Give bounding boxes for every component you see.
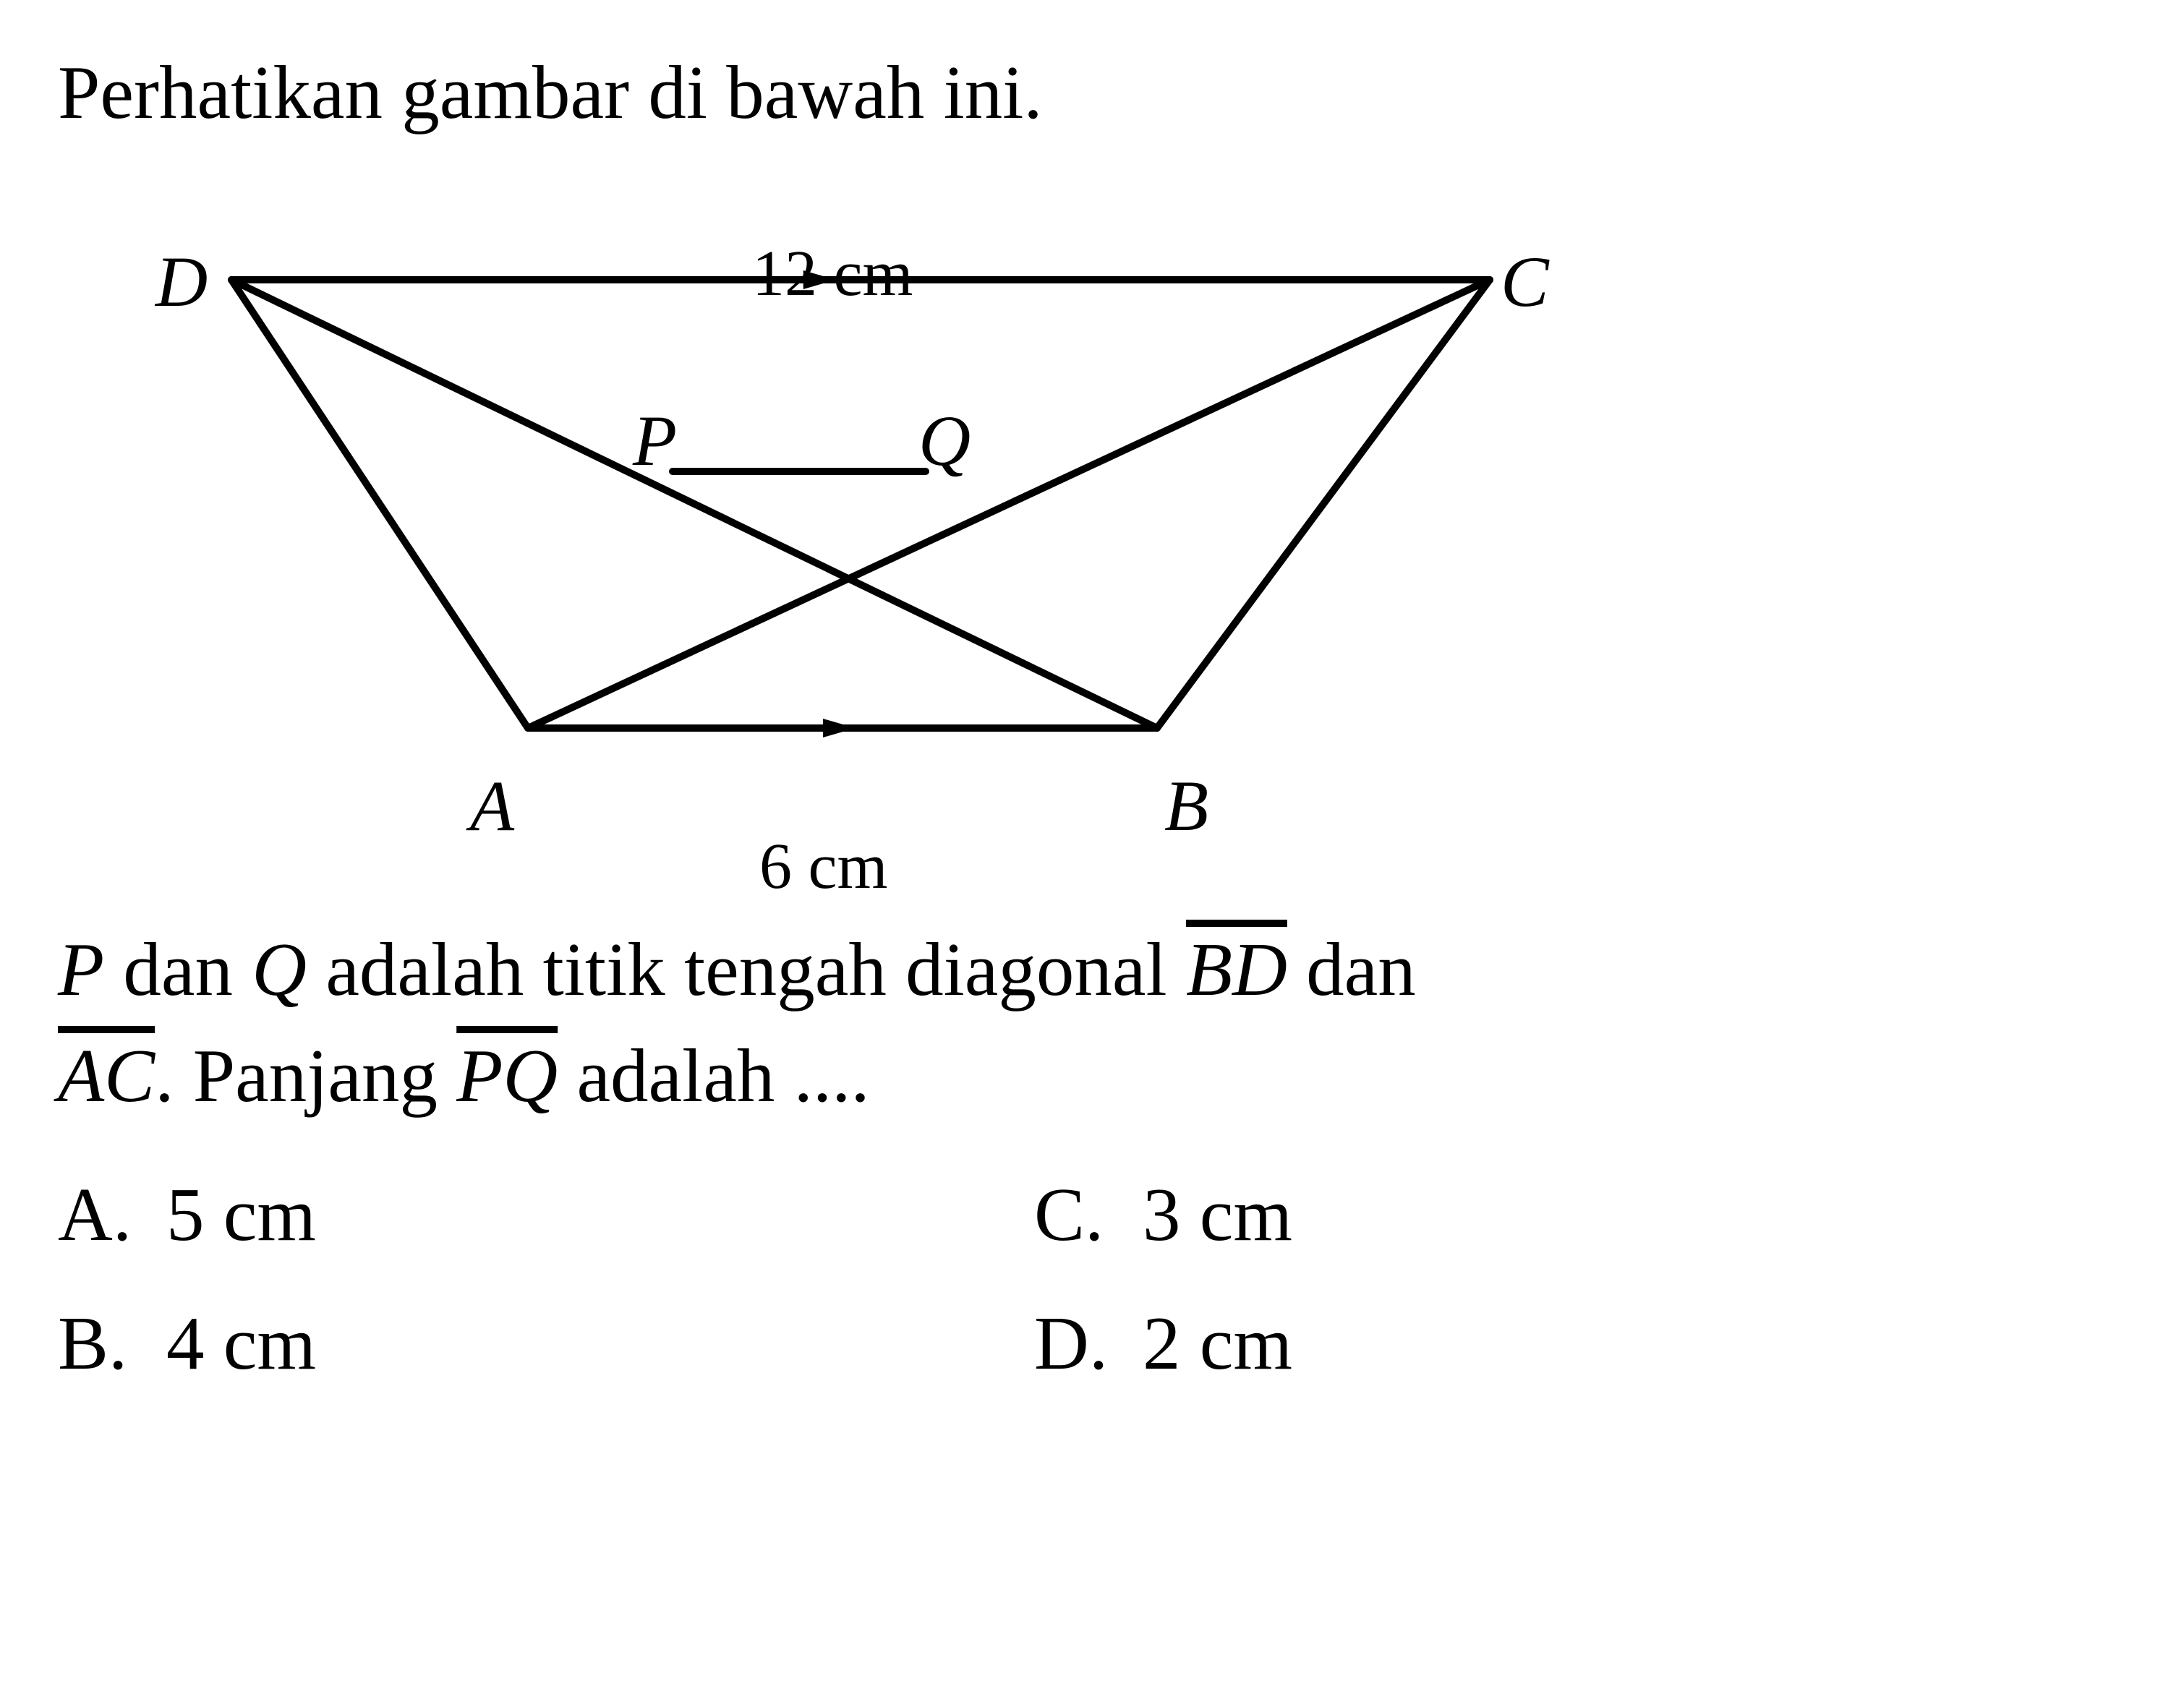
measurement-top: 12 cm — [752, 236, 913, 311]
var-p: P — [58, 927, 104, 1011]
label-b: B — [1164, 764, 1208, 847]
label-p: P — [633, 399, 677, 482]
text-panjang: . Panjang — [155, 1033, 456, 1118]
text-dan: dan — [104, 927, 252, 1011]
segment-bd: BD — [1186, 927, 1287, 1011]
segment-pq: PQ — [456, 1033, 558, 1118]
answer-options: A.5 cm C.3 cm B.4 cm D.2 cm — [58, 1150, 2010, 1408]
text-adalah2: adalah .... — [558, 1033, 869, 1118]
option-a-letter: A. — [58, 1154, 166, 1275]
label-d: D — [155, 240, 208, 323]
option-b-text: 4 cm — [166, 1301, 316, 1385]
label-a: A — [470, 764, 514, 847]
option-d-text: 2 cm — [1143, 1301, 1292, 1385]
question-description: P dan Q adalah titik tengah diagonal BD … — [58, 916, 2126, 1129]
text-adalah: adalah titik tengah diagonal — [307, 927, 1186, 1011]
option-d[interactable]: D.2 cm — [1034, 1279, 2010, 1408]
label-c: C — [1501, 240, 1549, 323]
option-b-letter: B. — [58, 1283, 166, 1404]
option-c-letter: C. — [1034, 1154, 1143, 1275]
text-dan2: dan — [1287, 927, 1416, 1011]
option-c[interactable]: C.3 cm — [1034, 1150, 2010, 1279]
option-c-text: 3 cm — [1143, 1172, 1292, 1257]
question-prompt: Perhatikan gambar di bawah ini. — [58, 43, 2126, 142]
option-a-text: 5 cm — [166, 1172, 316, 1257]
option-d-letter: D. — [1034, 1283, 1143, 1404]
segment-ac: AC — [58, 1033, 155, 1118]
geometry-diagram: D C A B P Q 12 cm 6 cm — [130, 186, 1577, 873]
option-b[interactable]: B.4 cm — [58, 1279, 1034, 1408]
option-a[interactable]: A.5 cm — [58, 1150, 1034, 1279]
label-q: Q — [918, 399, 971, 482]
measurement-bottom: 6 cm — [759, 829, 887, 904]
var-q: Q — [252, 927, 307, 1011]
